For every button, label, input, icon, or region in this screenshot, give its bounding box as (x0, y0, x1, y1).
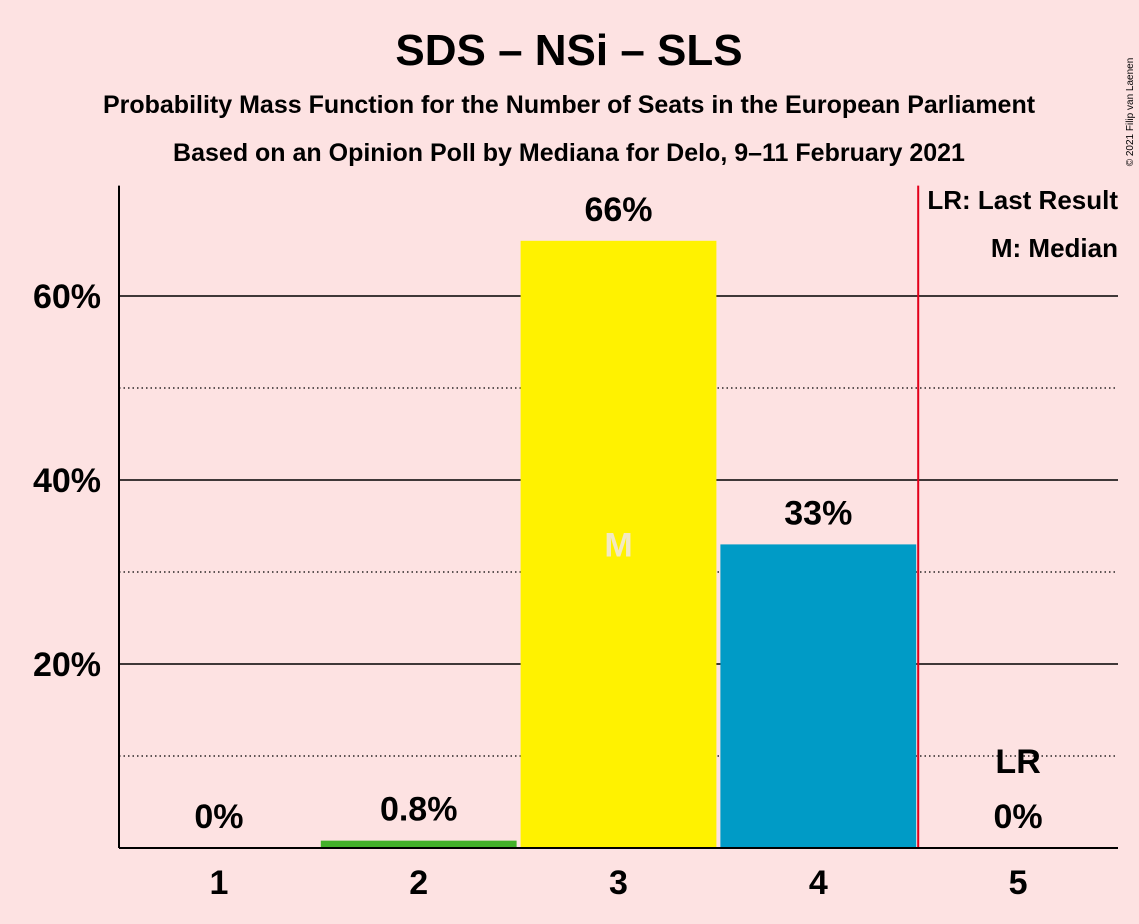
x-tick-label-2: 2 (409, 864, 428, 902)
bar-value-label-2: 0.8% (380, 791, 458, 829)
x-tick-label-3: 3 (609, 864, 628, 902)
bar-3 (520, 240, 717, 849)
median-marker: M (604, 526, 632, 564)
last-result-marker: LR (995, 743, 1040, 781)
chart-subtitle-source: Based on an Opinion Poll by Mediana for … (173, 139, 965, 167)
x-tick-label-5: 5 (1009, 864, 1028, 902)
x-tick-label-4: 4 (809, 864, 828, 902)
bar-4 (720, 544, 917, 848)
bar-value-label-4: 33% (784, 494, 852, 532)
y-tick-label-1: 40% (33, 462, 101, 500)
x-tick-label-1: 1 (209, 864, 228, 902)
bar-2 (320, 840, 517, 848)
y-tick-label-2: 60% (33, 278, 101, 316)
bar-value-label-5: 0% (994, 798, 1043, 836)
legend-last-result: LR: Last Result (927, 185, 1118, 215)
bars (320, 240, 917, 849)
y-tick-label-0: 20% (33, 646, 101, 684)
axes (118, 185, 1118, 849)
bar-value-label-1: 0% (194, 798, 243, 836)
chart-subtitle: Probability Mass Function for the Number… (103, 91, 1036, 119)
chart-title: SDS – NSi – SLS (395, 26, 742, 75)
copyright-notice: © 2021 Filip van Laenen (1125, 58, 1136, 167)
bar-value-label-3: 66% (584, 191, 652, 229)
legend-median: M: Median (991, 233, 1118, 263)
